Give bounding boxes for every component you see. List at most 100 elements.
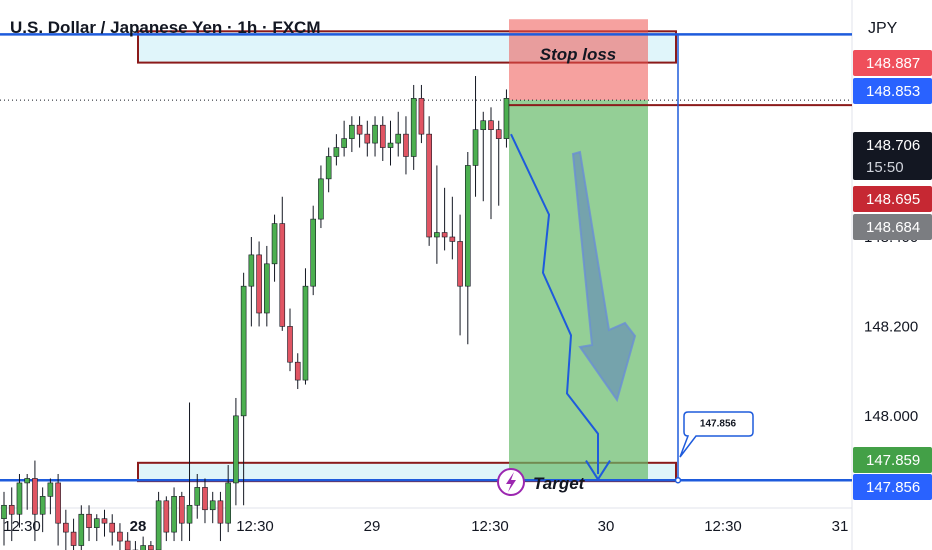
price-label-value: 148.853 bbox=[866, 83, 920, 100]
price-label-value: 147.856 bbox=[866, 479, 920, 496]
candle[interactable] bbox=[341, 138, 347, 148]
candle[interactable] bbox=[333, 147, 340, 157]
candle[interactable] bbox=[233, 415, 239, 484]
candle[interactable] bbox=[109, 522, 116, 533]
candle[interactable] bbox=[32, 478, 38, 515]
candle[interactable] bbox=[8, 504, 15, 515]
candle[interactable] bbox=[434, 232, 440, 238]
candle[interactable] bbox=[209, 500, 216, 511]
x-tick-label: 12:30 bbox=[3, 518, 41, 535]
price-label-value: 148.695 bbox=[866, 191, 920, 208]
candle[interactable] bbox=[240, 285, 247, 417]
x-tick-label: 12:30 bbox=[236, 518, 274, 535]
candle[interactable] bbox=[70, 531, 77, 546]
candle[interactable] bbox=[356, 124, 363, 135]
y-tick-label: 148.200 bbox=[864, 318, 918, 335]
candle[interactable] bbox=[225, 482, 231, 524]
candle[interactable] bbox=[279, 223, 286, 327]
candle[interactable] bbox=[202, 487, 208, 511]
candle[interactable] bbox=[395, 133, 402, 144]
candle[interactable] bbox=[1, 504, 7, 519]
target-label: Target bbox=[533, 474, 586, 493]
candle[interactable] bbox=[117, 531, 123, 542]
candle[interactable] bbox=[63, 522, 69, 533]
price-label-box bbox=[853, 78, 932, 104]
candle[interactable] bbox=[495, 129, 502, 139]
candle[interactable] bbox=[171, 496, 177, 533]
candle[interactable] bbox=[101, 518, 108, 524]
candle[interactable] bbox=[217, 500, 224, 524]
candle[interactable] bbox=[39, 496, 46, 515]
candle[interactable] bbox=[302, 285, 309, 381]
candle[interactable] bbox=[47, 482, 54, 497]
time-axis[interactable]: 12:30 28 12:30 29 12:30 30 12:30 31 bbox=[3, 518, 848, 535]
candle[interactable] bbox=[403, 133, 409, 157]
chart-title: U.S. Dollar / Japanese Yen · 1h · FXCM bbox=[10, 18, 321, 37]
down-arrow bbox=[571, 150, 637, 403]
price-label-value: 147.859 bbox=[866, 452, 920, 469]
candle[interactable] bbox=[163, 500, 170, 533]
candle[interactable] bbox=[372, 124, 378, 144]
candle[interactable] bbox=[387, 142, 394, 148]
candle[interactable] bbox=[325, 156, 332, 180]
candle[interactable] bbox=[294, 361, 301, 381]
candle[interactable] bbox=[503, 98, 510, 139]
candle[interactable] bbox=[155, 500, 162, 550]
candle[interactable] bbox=[441, 232, 448, 238]
candle[interactable] bbox=[24, 478, 30, 484]
candle[interactable] bbox=[148, 545, 154, 550]
price-label-value: 148.887 bbox=[866, 55, 920, 72]
x-tick-label: 29 bbox=[364, 518, 381, 535]
candle[interactable] bbox=[426, 133, 432, 238]
x-tick-label: 28 bbox=[130, 518, 147, 535]
currency-label[interactable]: JPY bbox=[868, 20, 898, 37]
callout-value: 147.856 bbox=[700, 419, 737, 430]
x-tick-label: 12:30 bbox=[471, 518, 509, 535]
price-labels: 148.887 148.853 148.706 15:50 148.695 148.684… bbox=[853, 50, 932, 500]
price-label-box bbox=[853, 50, 932, 76]
candle[interactable] bbox=[86, 513, 92, 528]
candle[interactable] bbox=[457, 241, 463, 287]
candle[interactable] bbox=[310, 218, 317, 287]
candle[interactable] bbox=[349, 124, 355, 139]
candle[interactable] bbox=[318, 178, 324, 220]
candle[interactable] bbox=[449, 236, 456, 242]
candle[interactable] bbox=[124, 540, 131, 550]
candle[interactable] bbox=[264, 263, 270, 314]
candle[interactable] bbox=[186, 504, 193, 524]
price-label-countdown: 15:50 bbox=[866, 159, 904, 176]
candle[interactable] bbox=[178, 496, 185, 524]
candles-layer[interactable] bbox=[1, 76, 510, 550]
candle[interactable] bbox=[287, 326, 293, 363]
price-label-box bbox=[853, 214, 932, 240]
candle[interactable] bbox=[256, 254, 262, 314]
anchor-dot bbox=[674, 476, 682, 484]
annotation-layer: 147.856 Stop loss Target bbox=[497, 45, 754, 496]
y-tick-label: 148.000 bbox=[864, 408, 918, 425]
price-label-box bbox=[853, 132, 932, 180]
stop-loss-label: Stop loss bbox=[540, 45, 617, 64]
candle[interactable] bbox=[472, 129, 479, 166]
candle[interactable] bbox=[379, 124, 386, 148]
candle[interactable] bbox=[16, 482, 23, 515]
candle[interactable] bbox=[488, 120, 494, 130]
candle[interactable] bbox=[248, 254, 255, 287]
candle[interactable] bbox=[418, 98, 425, 135]
x-tick-label: 30 bbox=[598, 518, 615, 535]
candle[interactable] bbox=[271, 223, 278, 265]
projection-arrowhead bbox=[585, 460, 611, 482]
candle[interactable] bbox=[55, 482, 61, 524]
candle[interactable] bbox=[93, 518, 100, 528]
candle[interactable] bbox=[78, 513, 85, 546]
candle[interactable] bbox=[364, 133, 371, 144]
candle[interactable] bbox=[410, 98, 417, 157]
price-label-box bbox=[853, 186, 932, 212]
candle[interactable] bbox=[464, 165, 471, 287]
candle[interactable] bbox=[480, 120, 487, 130]
price-callout bbox=[679, 411, 754, 458]
candle[interactable] bbox=[140, 545, 146, 550]
candle[interactable] bbox=[194, 487, 201, 506]
projection-path bbox=[510, 133, 599, 474]
lightning-bolt-icon bbox=[506, 472, 516, 492]
